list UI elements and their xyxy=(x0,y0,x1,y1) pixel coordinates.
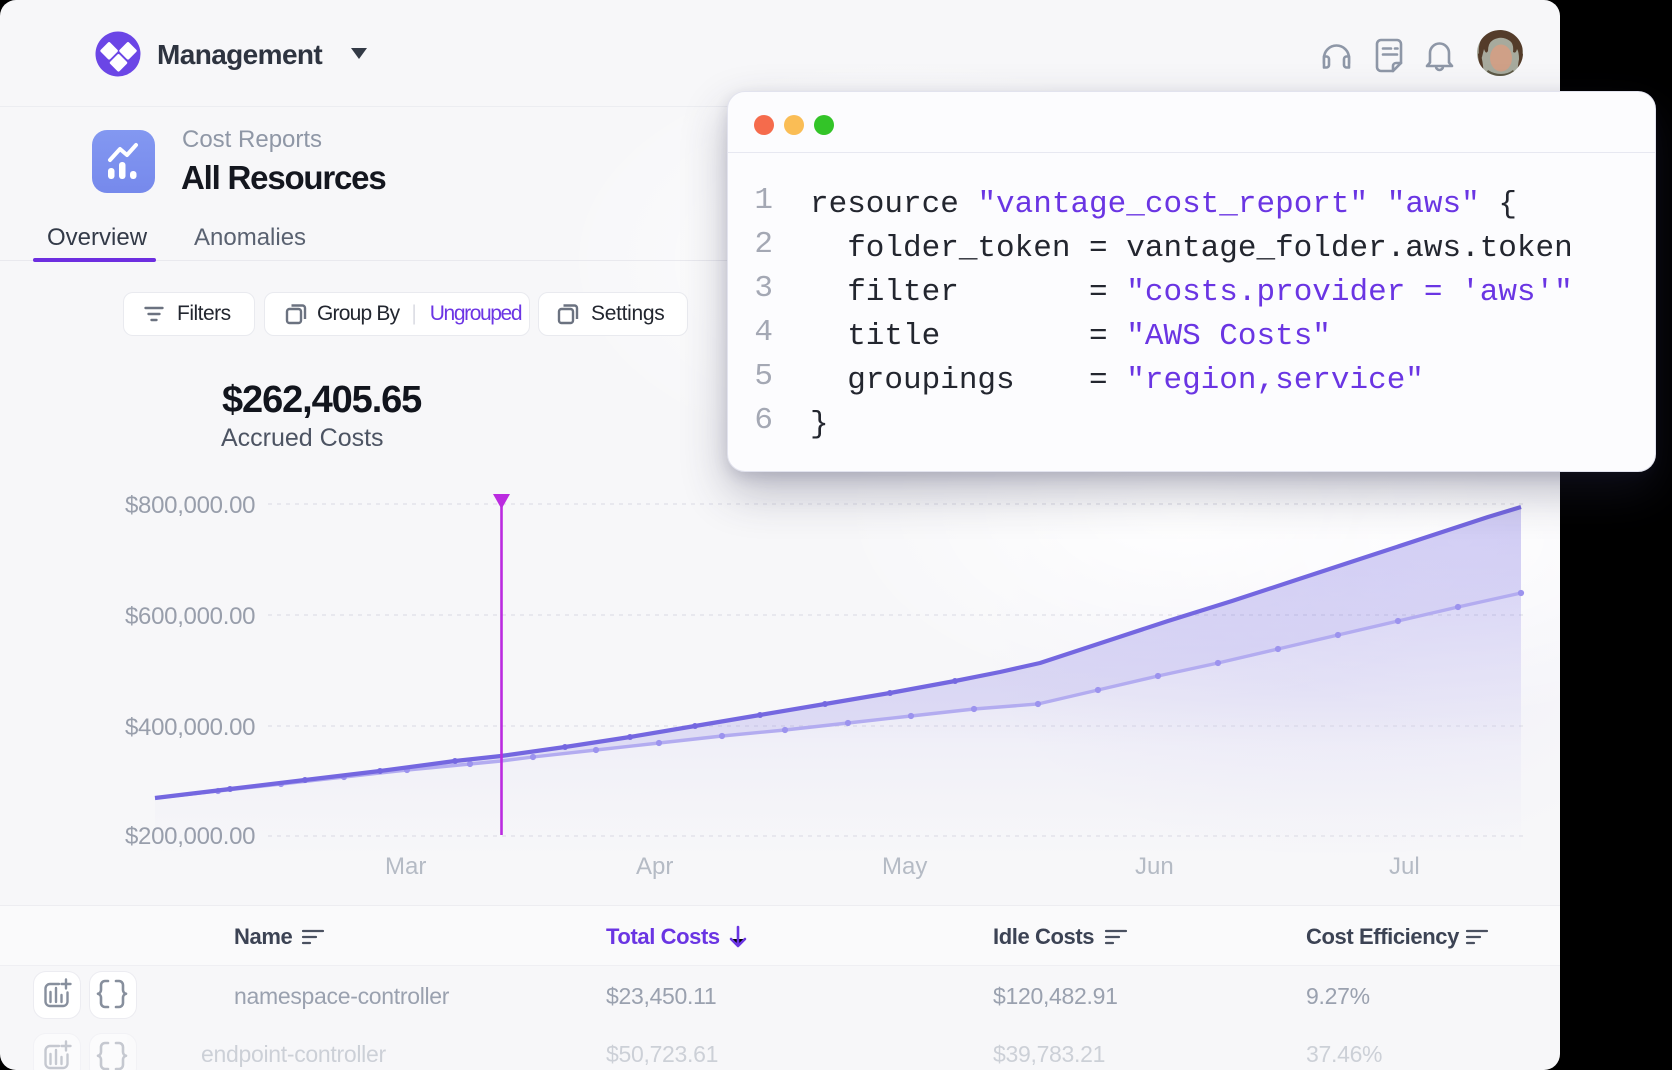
svg-text:Apr: Apr xyxy=(636,853,673,880)
svg-text:$800,000.00: $800,000.00 xyxy=(125,492,255,519)
svg-text:Jul: Jul xyxy=(1389,853,1420,880)
svg-text:Jun: Jun xyxy=(1135,853,1174,880)
svg-text:May: May xyxy=(882,853,927,880)
svg-text:Mar: Mar xyxy=(385,853,426,880)
svg-text:$600,000.00: $600,000.00 xyxy=(125,603,255,630)
svg-text:$400,000.00: $400,000.00 xyxy=(125,714,255,741)
